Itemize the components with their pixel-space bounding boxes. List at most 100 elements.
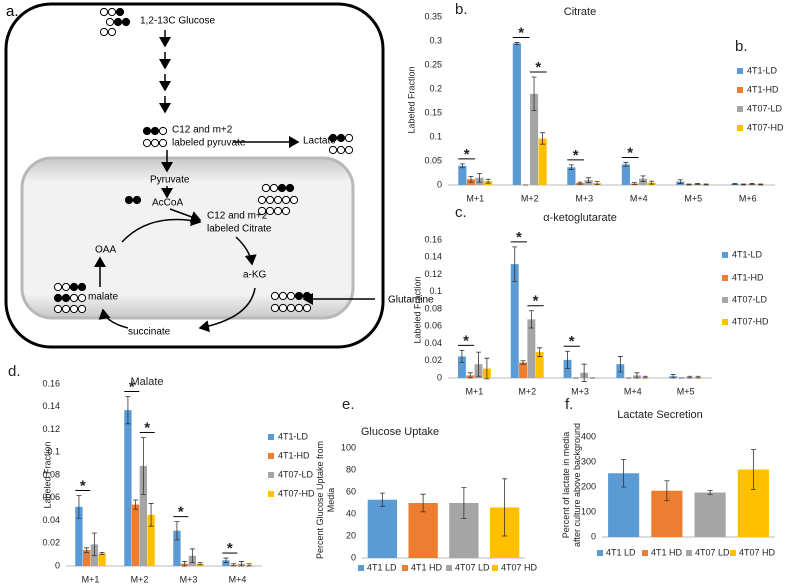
- error-bar: [182, 561, 188, 567]
- y-tick-label: 300: [581, 456, 596, 466]
- carbon-icon: [124, 195, 134, 205]
- carbon-icon: [302, 291, 312, 301]
- significance-label: *: [535, 59, 541, 76]
- y-tick-label: 80: [346, 464, 356, 474]
- bar: [694, 492, 726, 537]
- legend-label: 4T07-LD: [732, 294, 768, 304]
- y-axis-label: after culture above background: [572, 423, 582, 547]
- y-tick-label: 0: [437, 179, 442, 189]
- error-bar: [640, 175, 646, 183]
- carbon-icon: [61, 282, 71, 292]
- y-tick-label: 0.1: [429, 131, 442, 141]
- y-tick-label: 0.06: [42, 492, 60, 502]
- carbon-icon: [257, 195, 267, 205]
- legend-label: 4T1-HD: [732, 272, 764, 282]
- error-bar: [750, 449, 756, 490]
- legend-swatch: [268, 453, 274, 459]
- y-tick-label: 0: [351, 552, 356, 562]
- y-axis-label: Percent of lactate in media: [561, 432, 571, 539]
- carbon-icon: [294, 291, 304, 301]
- node-label: 1,2-13C Glucose: [140, 16, 215, 27]
- y-tick-label: 20: [346, 530, 356, 540]
- carbon-icon: [107, 7, 117, 17]
- legend-swatch: [597, 550, 603, 556]
- y-tick-label: 0.14: [424, 252, 442, 262]
- carbon-icon: [336, 145, 346, 155]
- node-label: C12 and m+2: [172, 125, 233, 136]
- carbon-icon: [270, 303, 280, 313]
- carbon-icon: [261, 183, 271, 193]
- bar: [139, 465, 148, 566]
- significance-label: *: [569, 333, 575, 350]
- legend-label: 4T07 LD: [455, 562, 490, 572]
- legend-label: 4T07-HD: [278, 488, 315, 498]
- error-bar: [476, 351, 482, 377]
- carbon-icon: [328, 133, 338, 143]
- y-tick-label: 0.16: [42, 378, 60, 388]
- legend-label: 4T1-LD: [732, 249, 763, 259]
- error-bar: [581, 363, 587, 382]
- bar: [367, 499, 398, 558]
- carbon-icon: [281, 195, 291, 205]
- error-bar: [420, 493, 426, 513]
- error-bar: [238, 561, 244, 567]
- legend-swatch: [722, 319, 728, 325]
- significance-label: *: [627, 144, 633, 161]
- error-bar: [634, 372, 640, 379]
- carbon-icon: [69, 282, 79, 292]
- error-bar: [577, 181, 583, 185]
- y-tick-label: 60: [346, 486, 356, 496]
- y-tick-label: 0.02: [42, 538, 60, 548]
- x-tick-label: M+3: [180, 574, 198, 584]
- error-bar: [379, 492, 385, 507]
- carbon-icon: [61, 293, 71, 303]
- carbon-icon: [69, 304, 79, 314]
- carbon-icon: [77, 304, 87, 314]
- panel-label: b.: [455, 1, 468, 18]
- legend-swatch: [446, 565, 452, 571]
- carbon-icon: [273, 195, 283, 205]
- y-tick-label: 0.04: [42, 515, 60, 525]
- arrow: [121, 214, 202, 243]
- x-tick-label: M+2: [518, 386, 536, 396]
- bar: [98, 553, 106, 566]
- chart-title: Lactate Secretion: [617, 409, 703, 421]
- panel-label: e.: [342, 396, 355, 413]
- carbon-icon: [61, 304, 71, 314]
- y-axis-label: Labeled Fraction: [412, 276, 422, 343]
- error-bar: [467, 372, 473, 379]
- carbon-icon: [121, 17, 131, 27]
- carbon-icon: [278, 303, 288, 313]
- x-tick-label: M+1: [466, 386, 484, 396]
- bar: [519, 362, 528, 378]
- error-bar: [623, 162, 629, 167]
- significance-label: *: [518, 24, 524, 41]
- carbon-icon: [107, 27, 117, 37]
- bar: [529, 93, 539, 185]
- error-bar: [749, 183, 755, 185]
- significance-label: *: [144, 419, 150, 436]
- chart-title: Glucose Uptake: [361, 426, 439, 438]
- legend-swatch: [268, 434, 274, 440]
- y-tick-label: 200: [581, 481, 596, 491]
- error-bar: [703, 183, 709, 186]
- x-tick-label: M+4: [630, 193, 648, 203]
- y-tick-label: 40: [346, 508, 356, 518]
- panel-label: d.: [8, 363, 21, 380]
- carbon-icon: [336, 133, 346, 143]
- carbon-icon: [269, 183, 279, 193]
- x-tick-label: M+5: [677, 386, 695, 396]
- carbon-icon: [286, 303, 296, 313]
- y-tick-label: 0: [437, 372, 442, 382]
- bar: [131, 504, 140, 566]
- error-bar: [664, 480, 670, 502]
- carbon-icon: [265, 206, 275, 216]
- y-tick-label: 0: [591, 531, 596, 541]
- legend-label: 4T07-LD: [278, 469, 314, 479]
- error-bar: [537, 347, 543, 357]
- carbon-icon: [115, 7, 125, 17]
- carbon-icon: [328, 145, 338, 155]
- carbon-icon: [294, 303, 304, 313]
- significance-label: *: [227, 540, 233, 557]
- chart-title: Malate: [130, 376, 163, 388]
